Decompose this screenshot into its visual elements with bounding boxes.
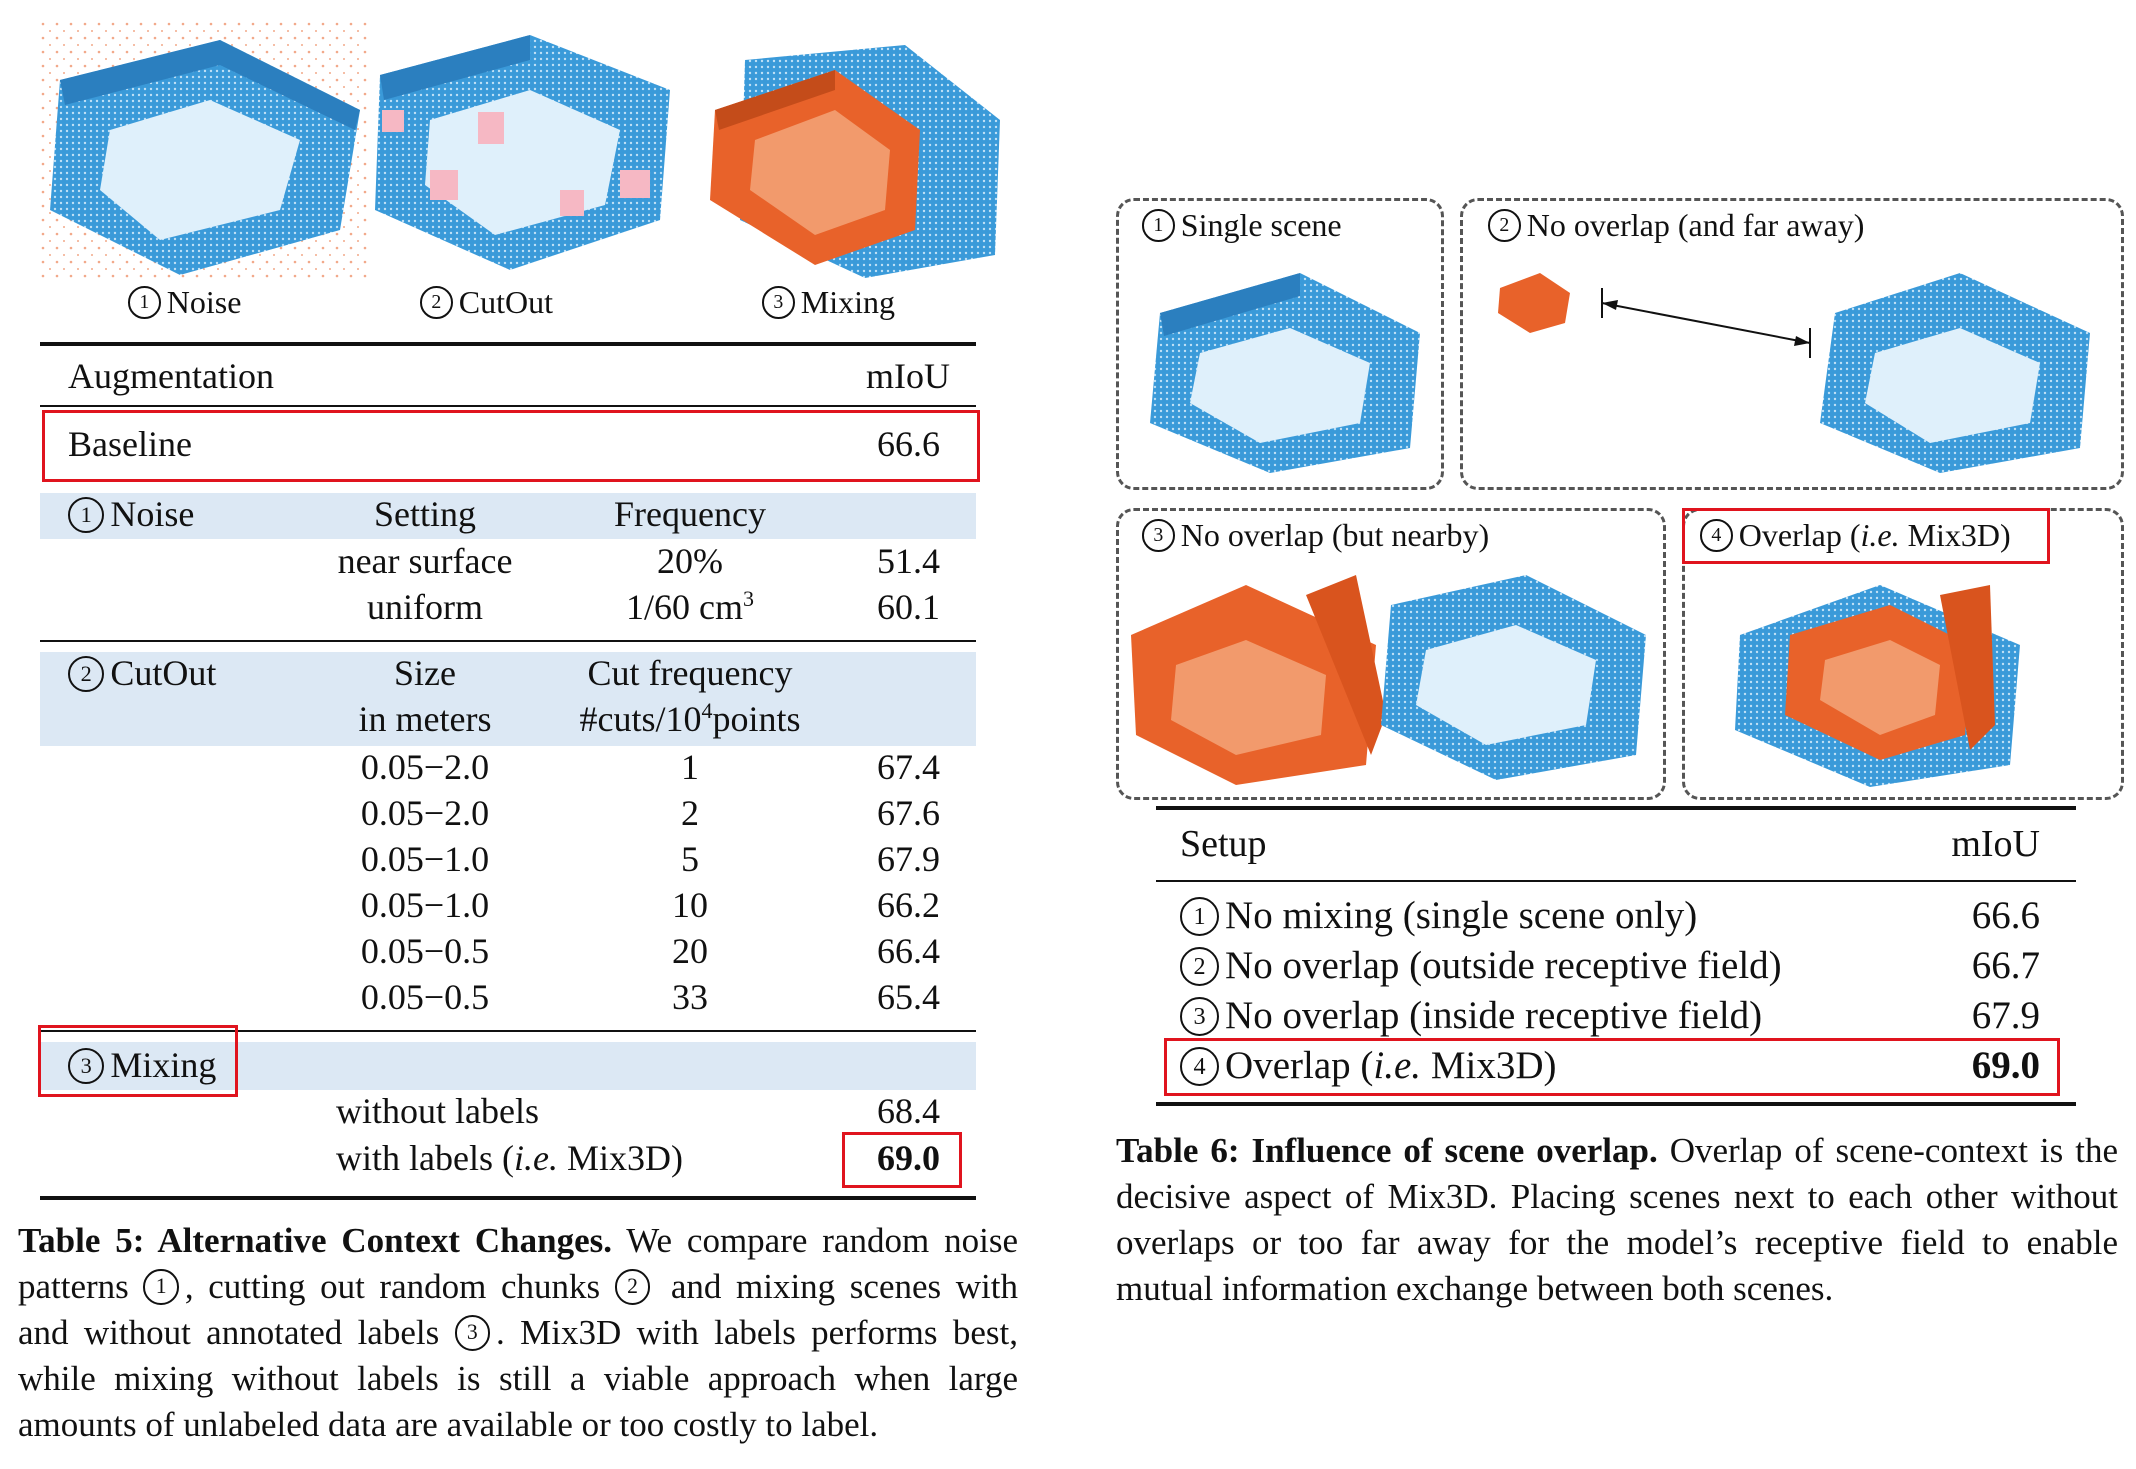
table6-row-3: 3 No overlap (inside receptive field) <box>1180 993 1762 1039</box>
table6-row-2: 2 No overlap (outside receptive field) <box>1180 943 1782 989</box>
noise-row-1-setting: near surface <box>337 541 513 581</box>
noise-row-1-miou: 51.4 <box>877 541 940 581</box>
table-row: 66.4 <box>877 931 940 971</box>
table-row: 33 <box>672 977 708 1017</box>
panel-no-overlap-nearby <box>1116 508 1666 800</box>
cutout-header-size-1: Size <box>394 653 456 693</box>
table-row: 5 <box>681 839 699 879</box>
noise-row-2-setting: uniform <box>367 587 483 627</box>
baseline-highlight-box <box>42 410 980 482</box>
mixing-image-label: 3 Mixing <box>762 284 895 322</box>
panel-no-overlap-far <box>1460 198 2124 490</box>
panel-2-label: 2 No overlap (and far away) <box>1488 207 1864 245</box>
table-row: 0.05−0.5 <box>360 931 490 971</box>
table-row: 0.05−0.5 <box>360 977 490 1017</box>
table5-top-rule <box>40 342 976 346</box>
table6-row-2-miou: 66.7 <box>1971 944 2040 987</box>
table6-row-3-miou: 67.9 <box>1971 994 2040 1037</box>
table5-header-miou: mIoU <box>866 356 950 396</box>
table5-bottom-rule <box>40 1196 976 1200</box>
noise-section-rule <box>40 640 976 642</box>
panel-single-scene <box>1116 198 1444 490</box>
figure-mixing-scene <box>705 40 1005 280</box>
table-row: 10 <box>672 885 708 925</box>
cutout-section-title: 2 CutOut <box>68 652 216 695</box>
mixing-section-title: 3 Mixing <box>68 1044 216 1087</box>
noise-header-frequency: Frequency <box>614 494 766 534</box>
mix3d-panel-highlight-box <box>1682 508 2050 564</box>
panel-4-label: 4 Overlap (i.e. Mix3D) <box>1700 517 2011 555</box>
table6-caption: Table 6: Influence of scene overlap. Ove… <box>1116 1131 2118 1308</box>
table5-header-rule <box>40 405 976 407</box>
best-result-highlight-box <box>842 1132 962 1188</box>
cutout-header-freq-2: #cuts/104points <box>579 698 801 739</box>
cutout-section-rule <box>40 1030 976 1032</box>
table-row: 0.05−2.0 <box>360 793 490 833</box>
noise-scene-image <box>40 20 370 280</box>
cutout-image-label: 2 CutOut <box>420 284 553 322</box>
table5-header-augmentation: Augmentation <box>68 356 274 396</box>
cutout-section-band <box>40 652 976 746</box>
table6-row-1-miou: 66.6 <box>1971 894 2040 937</box>
table-row: 66.2 <box>877 885 940 925</box>
noise-image-label: 1 Noise <box>128 284 241 322</box>
nearby-scenes-image <box>1131 575 1646 785</box>
mixing-scene-image <box>710 45 1000 278</box>
table-row: 0.05−2.0 <box>360 747 490 787</box>
noise-section-band <box>40 493 976 539</box>
figure-noise-scene <box>40 20 370 280</box>
panel-1-label: 1 Single scene <box>1142 207 1342 245</box>
table5-baseline-value: 66.6 <box>877 424 940 464</box>
panel-3-label: 3 No overlap (but nearby) <box>1142 517 1489 555</box>
table6-header-rule <box>1156 880 2076 882</box>
noise-row-1-freq: 20% <box>657 541 723 581</box>
mixing-highlight-box <box>38 1025 238 1097</box>
cutout-scene-image <box>375 35 670 270</box>
table-row: 67.4 <box>877 747 940 787</box>
cutout-header-size-2: in meters <box>358 699 492 739</box>
far-away-scenes-image <box>1498 273 2090 473</box>
table-row: 67.6 <box>877 793 940 833</box>
cutout-header-freq-1: Cut frequency <box>587 653 793 693</box>
table-row: 2 <box>681 793 699 833</box>
noise-section-title: 1 Noise <box>68 493 194 536</box>
table5-baseline-label: Baseline <box>68 424 192 464</box>
table-row: 67.9 <box>877 839 940 879</box>
table-row: 1 <box>681 747 699 787</box>
table6-row-4-miou: 69.0 <box>1971 1044 2040 1087</box>
table6-row-1: 1 No mixing (single scene only) <box>1180 893 1697 939</box>
table-row: 65.4 <box>877 977 940 1017</box>
table6-row-4: 4 Overlap (i.e. Mix3D) <box>1180 1043 1556 1089</box>
table6-header-miou: mIoU <box>1951 823 2040 865</box>
overlap-scenes-image <box>1735 585 2020 787</box>
single-scene-image <box>1150 273 1420 473</box>
mixing-row-2-label: with labels (i.e. Mix3D) <box>336 1138 683 1178</box>
table-row: 20 <box>672 931 708 971</box>
mix3d-row-highlight-box <box>1164 1038 2060 1096</box>
table-row: 0.05−1.0 <box>360 839 490 879</box>
figure-cutout-scene <box>370 20 680 280</box>
table6-top-rule <box>1156 806 2076 810</box>
table5-caption: Table 5: Alternative Context Changes. We… <box>18 1221 1018 1444</box>
mixing-row-1-miou: 68.4 <box>877 1091 940 1131</box>
mixing-section-band <box>40 1042 976 1090</box>
table6-bottom-rule <box>1156 1102 2076 1106</box>
table6-header-setup: Setup <box>1180 823 1267 865</box>
noise-row-2-miou: 60.1 <box>877 587 940 627</box>
noise-row-2-freq: 1/60 cm3 <box>626 586 754 627</box>
table-row: 0.05−1.0 <box>360 885 490 925</box>
noise-header-setting: Setting <box>373 494 476 534</box>
mixing-row-2-miou: 69.0 <box>877 1138 940 1178</box>
mixing-row-1-label: without labels <box>336 1091 539 1131</box>
